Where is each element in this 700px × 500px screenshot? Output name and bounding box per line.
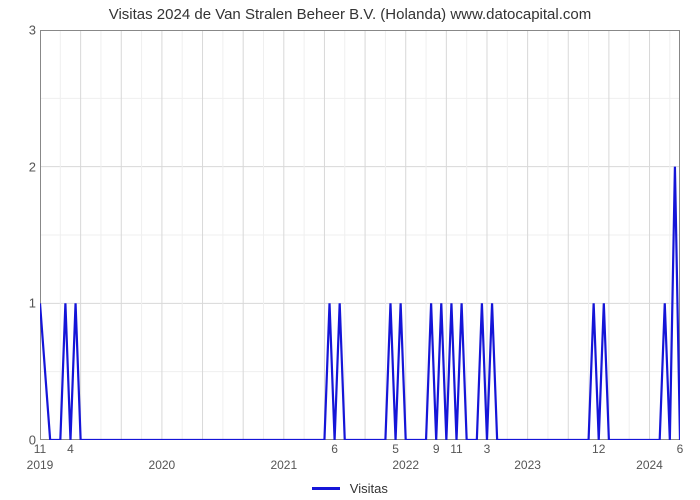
legend: Visitas <box>0 480 700 496</box>
chart-svg <box>40 30 680 440</box>
x-top-tick-label: 4 <box>67 442 74 456</box>
x-top-tick-label: 6 <box>677 442 684 456</box>
legend-swatch <box>312 487 340 490</box>
x-bottom-tick-label: 2023 <box>514 458 541 472</box>
x-top-tick-label: 11 <box>34 442 46 456</box>
chart-title: Visitas 2024 de Van Stralen Beheer B.V. … <box>0 6 700 23</box>
x-top-tick-label: 6 <box>331 442 338 456</box>
x-top-tick-label: 5 <box>392 442 399 456</box>
y-tick-label: 2 <box>6 159 36 174</box>
y-tick-label: 1 <box>6 296 36 311</box>
x-top-tick-label: 11 <box>450 442 462 456</box>
plot-area <box>40 30 680 440</box>
x-bottom-tick-label: 2022 <box>392 458 419 472</box>
x-top-tick-label: 12 <box>592 442 605 456</box>
chart-container: Visitas 2024 de Van Stralen Beheer B.V. … <box>0 0 700 500</box>
x-top-tick-label: 9 <box>433 442 440 456</box>
legend-label: Visitas <box>350 481 388 496</box>
x-top-tick-label: 3 <box>484 442 491 456</box>
x-bottom-tick-label: 2020 <box>149 458 176 472</box>
x-bottom-tick-label: 2019 <box>27 458 54 472</box>
x-bottom-tick-label: 2024 <box>636 458 663 472</box>
y-tick-label: 3 <box>6 23 36 38</box>
x-bottom-tick-label: 2021 <box>270 458 297 472</box>
y-tick-label: 0 <box>6 433 36 448</box>
